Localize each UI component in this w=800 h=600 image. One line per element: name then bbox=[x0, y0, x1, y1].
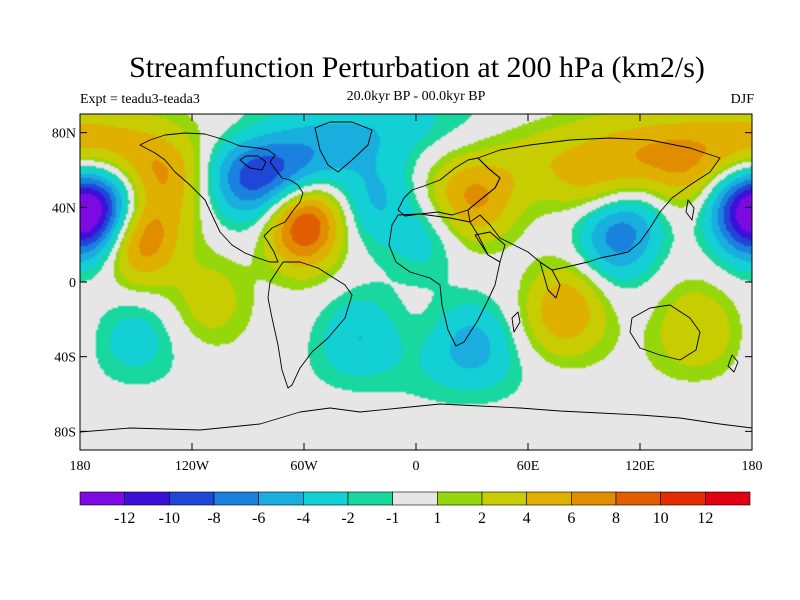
coastline-madagascar bbox=[511, 311, 521, 333]
colorbar-swatch bbox=[79, 491, 125, 506]
lon-tick-label: 60W bbox=[290, 459, 318, 474]
lon-tick-label: 180 bbox=[70, 459, 91, 474]
streamfunction-field bbox=[80, 114, 752, 450]
experiment-label: Expt = teadu3-teada3 bbox=[80, 92, 200, 107]
lat-tick-label: 0 bbox=[69, 276, 76, 291]
colorbar-label: -10 bbox=[159, 510, 180, 527]
colorbar-label: -12 bbox=[114, 510, 135, 527]
colorbar-label: 12 bbox=[697, 510, 713, 527]
colorbar-label: 6 bbox=[567, 510, 575, 527]
plot-area bbox=[80, 114, 752, 450]
colorbar-swatch bbox=[571, 491, 617, 506]
coastline-hudson-bay bbox=[239, 155, 267, 171]
coastline-africa bbox=[388, 213, 501, 347]
colorbar-label: -4 bbox=[297, 510, 310, 527]
coastline-arabia bbox=[474, 231, 506, 263]
colorbar-swatch bbox=[124, 491, 170, 506]
colorbar-label: -6 bbox=[252, 510, 265, 527]
colorbar-label: -2 bbox=[341, 510, 354, 527]
coastline-greenland bbox=[314, 121, 373, 173]
coastline-india bbox=[539, 261, 561, 299]
colorbar: -12 -10 -8 -6 -4 -2 -1 1 2 4 6 8 10 12 bbox=[79, 491, 751, 527]
colorbar-swatch bbox=[258, 491, 304, 506]
coastline-asia bbox=[467, 137, 721, 271]
latitude-axis: 80N 40N 0 40S 80S bbox=[52, 127, 752, 440]
colorbar-swatch bbox=[392, 491, 438, 506]
coastline-new-zealand bbox=[727, 354, 739, 373]
colorbar-swatch bbox=[437, 491, 483, 506]
lat-tick-label: 40S bbox=[54, 351, 76, 366]
period-label: 20.0kyr BP - 00.0kyr BP bbox=[346, 89, 486, 104]
colorbar-swatch bbox=[705, 491, 751, 506]
colorbar-swatch bbox=[526, 491, 572, 506]
colorbar-swatch bbox=[660, 491, 706, 506]
lon-tick-label: 0 bbox=[413, 459, 420, 474]
longitude-axis: 180 120W 60W 0 60E 120E 180 bbox=[70, 114, 763, 474]
colorbar-label: 10 bbox=[653, 510, 669, 527]
colorbar-label: 2 bbox=[478, 510, 486, 527]
colorbar-label: 8 bbox=[612, 510, 620, 527]
colorbar-label: -1 bbox=[386, 510, 399, 527]
coastline-south-america bbox=[267, 261, 353, 389]
lat-tick-label: 40N bbox=[52, 201, 76, 216]
season-label: DJF bbox=[730, 92, 754, 107]
coastline-japan bbox=[685, 199, 695, 221]
coastlines bbox=[80, 121, 752, 433]
lon-tick-label: 120W bbox=[175, 459, 210, 474]
colorbar-swatch bbox=[169, 491, 215, 506]
colorbar-label: 4 bbox=[523, 510, 531, 527]
lon-tick-label: 120E bbox=[625, 459, 655, 474]
colorbar-swatch bbox=[347, 491, 393, 506]
coastline-antarctica bbox=[80, 403, 752, 433]
lat-tick-label: 80S bbox=[54, 425, 76, 440]
colorbar-swatch bbox=[303, 491, 349, 506]
coastline-north-america bbox=[139, 132, 304, 263]
coastline-australia bbox=[629, 304, 701, 361]
lon-tick-label: 180 bbox=[742, 459, 763, 474]
colorbar-swatch bbox=[213, 491, 259, 506]
lon-tick-label: 60E bbox=[517, 459, 540, 474]
lat-tick-label: 80N bbox=[52, 127, 76, 142]
colorbar-swatch bbox=[481, 491, 527, 506]
colorbar-label: -8 bbox=[207, 510, 220, 527]
colorbar-label: 1 bbox=[433, 510, 441, 527]
colorbar-swatch bbox=[615, 491, 661, 506]
chart-title: Streamfunction Perturbation at 200 hPa (… bbox=[129, 51, 705, 84]
